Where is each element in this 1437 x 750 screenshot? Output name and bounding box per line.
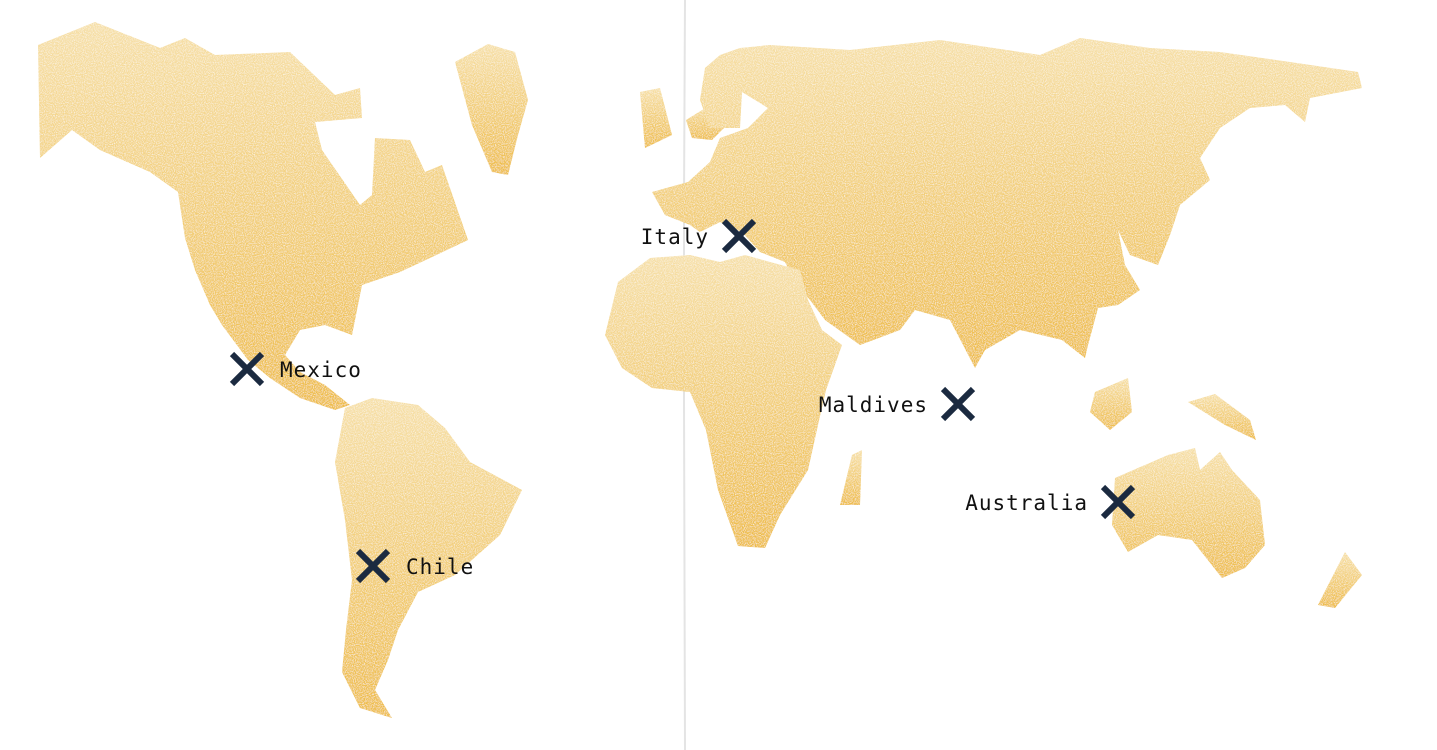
x-mark-icon: [1100, 484, 1136, 520]
marker-italy[interactable]: Italy: [641, 218, 757, 254]
africa-landmass: [605, 255, 842, 548]
x-mark-icon: [940, 386, 976, 422]
marker-mexico[interactable]: Mexico: [229, 351, 362, 387]
madagascar-landmass: [840, 450, 862, 505]
eurasia-landmass: [652, 38, 1362, 368]
x-mark-icon: [229, 351, 265, 387]
borneo-landmass: [1090, 378, 1132, 430]
marker-label-mexico: Mexico: [280, 358, 362, 382]
greenland-landmass: [455, 44, 528, 175]
x-mark-icon: [355, 548, 391, 584]
marker-maldives[interactable]: Maldives: [819, 386, 976, 422]
marker-label-maldives: Maldives: [819, 393, 928, 417]
x-mark-icon: [721, 218, 757, 254]
new-zealand-landmass: [1318, 552, 1362, 608]
new-guinea-landmass: [1188, 394, 1256, 440]
iceland-landmass: [640, 88, 672, 148]
australia-landmass: [1112, 448, 1265, 578]
marker-australia[interactable]: Australia: [965, 484, 1136, 520]
marker-label-italy: Italy: [641, 225, 709, 249]
marker-label-chile: Chile: [406, 555, 474, 579]
marker-label-australia: Australia: [965, 491, 1088, 515]
marker-chile[interactable]: Chile: [355, 548, 474, 584]
south-america-landmass: [335, 398, 522, 718]
north-america-landmass: [38, 22, 468, 410]
